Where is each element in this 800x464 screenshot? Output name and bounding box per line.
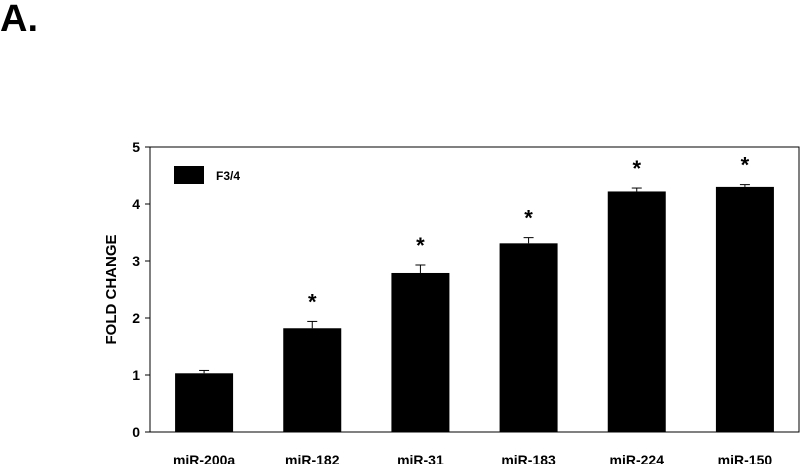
x-tick-label-miR-31: miR-31 xyxy=(397,452,444,464)
x-axis-category-labels: miR-200a miR-182 miR-31 miR-183 miR-224 miR-1… xyxy=(173,452,772,464)
bar-miR-31 xyxy=(391,272,450,432)
x-tick-label-miR-182: miR-182 xyxy=(285,452,340,464)
x-tick-label-miR-224: miR-224 xyxy=(610,452,665,464)
y-axis-ticks: 0 1 2 3 4 5 xyxy=(132,139,150,440)
bar-miR-182 xyxy=(283,328,342,432)
error-bars xyxy=(199,184,750,374)
plot-area-frame xyxy=(149,146,800,433)
significance-asterisk-miR-31: * xyxy=(416,233,425,258)
y-tick-label: 5 xyxy=(132,139,140,155)
significance-asterisk-miR-224: * xyxy=(632,156,641,181)
x-tick-label-miR-150: miR-150 xyxy=(718,452,773,464)
bar-miR-183 xyxy=(499,243,558,432)
significance-asterisk-miR-150: * xyxy=(741,153,750,178)
y-tick-label: 3 xyxy=(132,253,140,269)
significance-annotations: * * * * * xyxy=(308,153,750,315)
bar-miR-150 xyxy=(715,186,774,432)
y-axis-title: FOLD CHANGE xyxy=(103,235,120,345)
y-tick-label: 0 xyxy=(132,424,140,440)
x-tick-label-miR-183: miR-183 xyxy=(501,452,556,464)
bars xyxy=(175,186,774,432)
panel-label: A. xyxy=(0,0,38,40)
y-tick-label: 2 xyxy=(132,310,140,326)
significance-asterisk-miR-182: * xyxy=(308,289,317,314)
x-tick-label-miR-200a: miR-200a xyxy=(173,452,235,464)
bar-miR-200a xyxy=(175,373,234,432)
y-tick-label: 4 xyxy=(132,196,140,212)
bar-miR-224 xyxy=(607,191,666,432)
legend-swatch xyxy=(174,166,204,184)
legend: F3/4 xyxy=(174,166,240,184)
y-tick-label: 1 xyxy=(132,367,140,383)
legend-label: F3/4 xyxy=(216,169,240,183)
significance-asterisk-miR-183: * xyxy=(524,206,533,231)
